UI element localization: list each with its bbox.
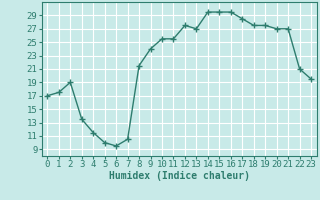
X-axis label: Humidex (Indice chaleur): Humidex (Indice chaleur) (109, 171, 250, 181)
